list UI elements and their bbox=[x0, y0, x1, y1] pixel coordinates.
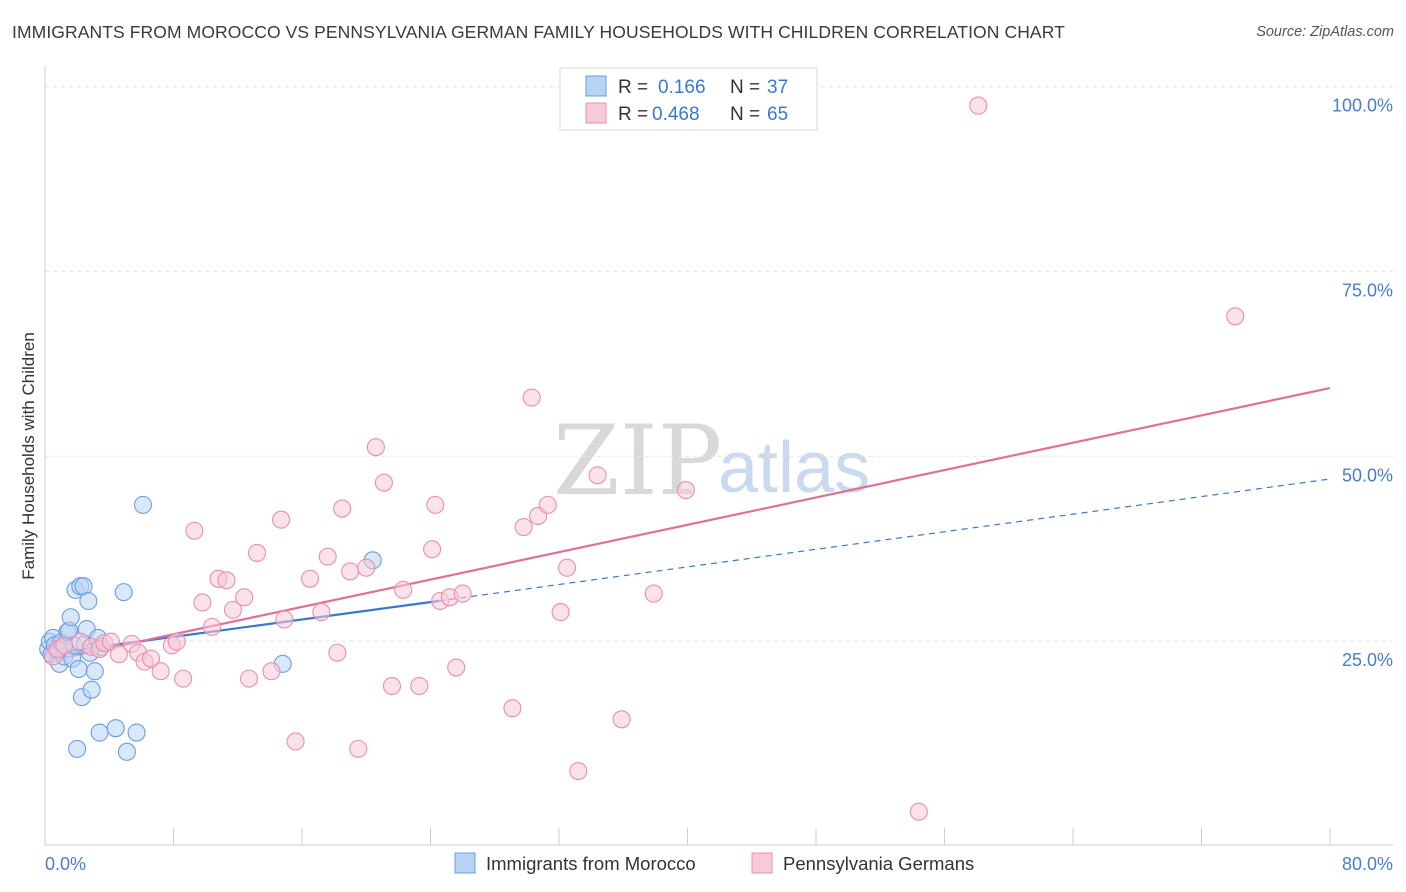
point-morocco bbox=[79, 591, 98, 611]
point-penn-german bbox=[272, 510, 291, 529]
point-morocco bbox=[114, 583, 133, 602]
point-penn-german bbox=[203, 617, 222, 636]
y-axis-label: Family Households with Children bbox=[19, 332, 38, 580]
legend-n-label-morocco: N = bbox=[730, 77, 760, 98]
point-penn-german bbox=[366, 438, 385, 457]
point-morocco bbox=[127, 723, 146, 742]
point-penn-german bbox=[514, 517, 533, 537]
point-penn-german bbox=[262, 662, 281, 681]
legend-n-value-morocco: 37 bbox=[767, 77, 788, 98]
point-penn-german bbox=[588, 466, 607, 485]
point-penn-german bbox=[223, 600, 242, 619]
x-tick-min: 0.0% bbox=[45, 854, 86, 874]
bottom-legend: Immigrants from Morocco Pennsylvania Ger… bbox=[454, 852, 974, 874]
legend-swatch-morocco bbox=[585, 75, 607, 97]
legend-swatch-penn-german bbox=[585, 102, 607, 124]
point-penn-german bbox=[551, 603, 570, 622]
chart-title: IMMIGRANTS FROM MOROCCO VS PENNSYLVANIA … bbox=[12, 22, 1065, 42]
x-tick-max: 80.0% bbox=[1342, 854, 1393, 874]
point-penn-german bbox=[410, 676, 429, 696]
point-penn-german bbox=[612, 710, 631, 729]
y-tick-label: 75.0% bbox=[1342, 280, 1393, 300]
point-penn-german bbox=[569, 762, 588, 781]
point-penn-german bbox=[676, 481, 695, 500]
point-penn-german bbox=[286, 732, 305, 751]
point-penn-german bbox=[969, 96, 988, 115]
point-penn-german bbox=[341, 562, 360, 581]
legend: R = 0.166 N = 37 R = 0.468 N = 65 bbox=[559, 67, 818, 131]
point-penn-german bbox=[109, 645, 128, 664]
point-penn-german bbox=[318, 547, 337, 566]
point-penn-german bbox=[247, 543, 267, 562]
legend-n-value-penn-german: 65 bbox=[767, 104, 788, 125]
point-penn-german bbox=[423, 540, 442, 559]
point-penn-german bbox=[275, 610, 294, 629]
watermark-atlas: atlas bbox=[718, 428, 870, 508]
point-penn-german bbox=[185, 521, 204, 540]
bottom-legend-label-penn-german: Pennsylvania Germans bbox=[783, 853, 974, 874]
point-penn-german bbox=[357, 558, 376, 577]
bottom-legend-swatch-penn-german bbox=[751, 852, 773, 874]
point-penn-german bbox=[522, 388, 541, 407]
point-penn-german bbox=[312, 603, 331, 622]
point-penn-german bbox=[426, 495, 445, 514]
point-penn-german bbox=[235, 588, 254, 607]
bottom-legend-swatch-morocco bbox=[454, 852, 476, 874]
point-penn-german bbox=[167, 632, 186, 651]
point-penn-german bbox=[644, 584, 663, 603]
point-penn-german bbox=[193, 593, 212, 612]
point-penn-german bbox=[538, 495, 557, 514]
point-penn-german bbox=[217, 571, 236, 590]
point-penn-german bbox=[909, 802, 928, 821]
point-penn-german bbox=[141, 649, 161, 668]
point-penn-german bbox=[557, 558, 577, 577]
point-morocco bbox=[68, 739, 87, 758]
point-penn-german bbox=[503, 699, 522, 718]
point-penn-german bbox=[300, 569, 320, 588]
point-penn-german bbox=[453, 584, 472, 603]
point-morocco bbox=[69, 659, 88, 679]
point-morocco bbox=[90, 723, 109, 742]
data-points bbox=[39, 96, 1245, 821]
bottom-legend-label-morocco: Immigrants from Morocco bbox=[486, 853, 696, 874]
point-penn-german bbox=[382, 676, 402, 696]
point-penn-german bbox=[447, 658, 466, 677]
legend-r-value-morocco: 0.166 bbox=[658, 77, 706, 98]
point-penn-german bbox=[151, 662, 170, 681]
point-penn-german bbox=[374, 473, 393, 492]
point-penn-german bbox=[55, 636, 74, 655]
point-penn-german bbox=[333, 499, 352, 518]
point-morocco bbox=[82, 680, 101, 699]
y-tick-label: 25.0% bbox=[1342, 650, 1393, 670]
point-penn-german bbox=[174, 669, 193, 688]
y-tick-label: 100.0% bbox=[1332, 96, 1393, 116]
legend-n-label-penn-german: N = bbox=[730, 104, 760, 125]
source-credit: Source: ZipAtlas.com bbox=[1256, 24, 1394, 40]
point-penn-german bbox=[328, 643, 347, 662]
trend-extension-morocco bbox=[438, 478, 1331, 602]
trend-line-penn-german bbox=[44, 386, 1331, 663]
point-morocco bbox=[85, 662, 104, 681]
point-penn-german bbox=[394, 580, 413, 599]
point-morocco bbox=[106, 719, 125, 738]
point-morocco bbox=[61, 608, 80, 627]
point-morocco bbox=[133, 495, 153, 514]
legend-r-label-morocco: R = bbox=[618, 77, 648, 98]
y-tick-label: 50.0% bbox=[1342, 465, 1393, 485]
point-penn-german bbox=[349, 739, 368, 758]
grid-lines: 25.0% 50.0% 75.0% 100.0% bbox=[45, 86, 1393, 670]
point-penn-german bbox=[1226, 307, 1245, 326]
point-morocco bbox=[117, 742, 136, 761]
legend-r-value-penn-german: 0.468 bbox=[652, 104, 700, 125]
axes bbox=[44, 66, 1393, 846]
point-penn-german bbox=[239, 669, 259, 688]
watermark-zip: ZIP bbox=[553, 405, 722, 517]
legend-r-label-penn-german: R = bbox=[618, 104, 648, 125]
